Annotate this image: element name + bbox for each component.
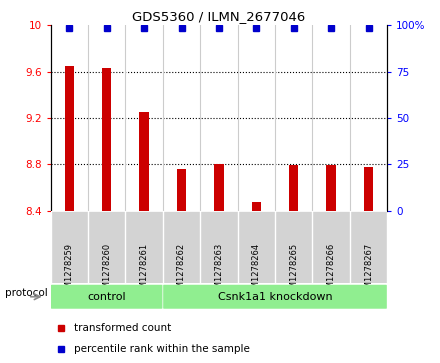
Text: GSM1278262: GSM1278262 (177, 243, 186, 299)
Bar (289, 166, 298, 211)
Text: GSM1278263: GSM1278263 (214, 243, 224, 299)
Text: GSM1278266: GSM1278266 (326, 243, 336, 299)
Bar (200, 211, 238, 283)
Bar (252, 203, 261, 211)
Bar (51, 211, 88, 283)
Text: GSM1278259: GSM1278259 (65, 243, 74, 299)
Bar (350, 211, 387, 283)
FancyBboxPatch shape (51, 285, 162, 309)
Text: Csnk1a1 knockdown: Csnk1a1 knockdown (218, 292, 332, 302)
Text: transformed count: transformed count (74, 323, 172, 333)
Bar (65, 66, 74, 211)
Title: GDS5360 / ILMN_2677046: GDS5360 / ILMN_2677046 (132, 10, 305, 23)
Text: control: control (88, 292, 126, 302)
Bar (102, 68, 111, 211)
Bar (163, 211, 200, 283)
Text: GSM1278267: GSM1278267 (364, 243, 373, 299)
FancyBboxPatch shape (163, 285, 387, 309)
Text: protocol: protocol (5, 287, 48, 298)
Text: percentile rank within the sample: percentile rank within the sample (74, 344, 250, 354)
Bar (326, 166, 336, 211)
Text: GSM1278265: GSM1278265 (289, 243, 298, 299)
Bar (214, 164, 224, 211)
Bar (364, 167, 373, 211)
Bar (312, 211, 350, 283)
Text: GSM1278261: GSM1278261 (139, 243, 149, 299)
Bar (275, 211, 312, 283)
Bar (238, 211, 275, 283)
Bar (177, 169, 186, 211)
Text: GSM1278260: GSM1278260 (102, 243, 111, 299)
Text: GSM1278264: GSM1278264 (252, 243, 261, 299)
Bar (125, 211, 163, 283)
Bar (88, 211, 125, 283)
Bar (139, 112, 149, 211)
